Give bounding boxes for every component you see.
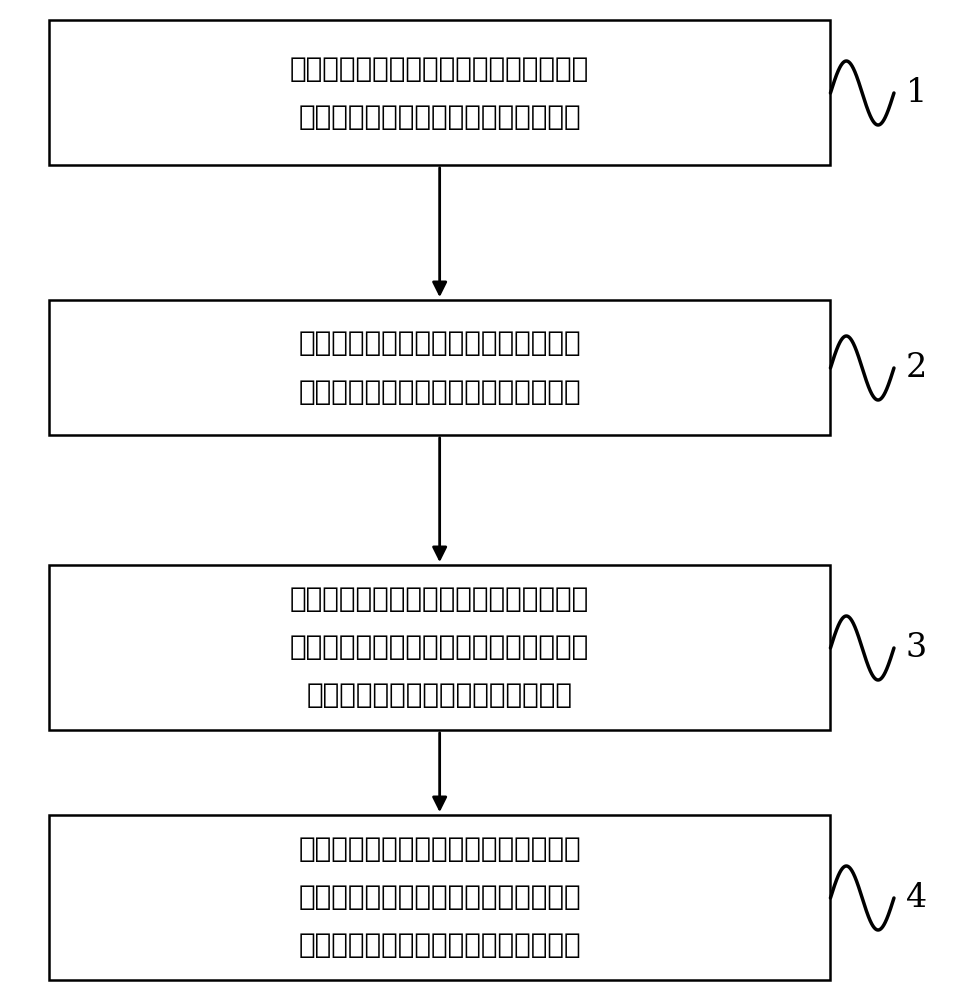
Text: ，获得多个第一噪声分别对应的包络线: ，获得多个第一噪声分别对应的包络线 (298, 378, 581, 406)
Bar (49, 300, 830, 435)
Text: 对原始有调制的噪声进行多频段带通滤波: 对原始有调制的噪声进行多频段带通滤波 (290, 54, 589, 83)
Text: 根据每一所述第一噪声对应的包络线在: 根据每一所述第一噪声对应的包络线在 (298, 835, 581, 863)
Text: 有调制的噪声的问题频段及其调制程度: 有调制的噪声的问题频段及其调制程度 (298, 932, 581, 960)
Text: 2: 2 (906, 352, 927, 384)
Text: 不同时刻的主要幅值调制度，确定原始: 不同时刻的主要幅值调制度，确定原始 (298, 884, 581, 912)
Bar (49, 565, 830, 730)
Text: 处理，获得带通滤波后的多个第一噪声: 处理，获得带通滤波后的多个第一噪声 (298, 103, 581, 130)
Text: 1: 1 (906, 77, 927, 109)
Text: 包络线在不同时刻的主要幅值调制度: 包络线在不同时刻的主要幅值调制度 (307, 682, 573, 710)
Bar (49, 815, 830, 980)
Text: 3: 3 (906, 632, 927, 664)
Text: 对多个第一噪声分别对应的包络线进行傅: 对多个第一噪声分别对应的包络线进行傅 (290, 585, 589, 613)
Bar (49, 20, 830, 165)
Text: 里叶变换，获得每一所述第一噪声对应的: 里叶变换，获得每一所述第一噪声对应的 (290, 634, 589, 662)
Text: 4: 4 (906, 882, 927, 914)
Text: 对多个第一噪声分别进行希尔伯特变换: 对多个第一噪声分别进行希尔伯特变换 (298, 330, 581, 358)
